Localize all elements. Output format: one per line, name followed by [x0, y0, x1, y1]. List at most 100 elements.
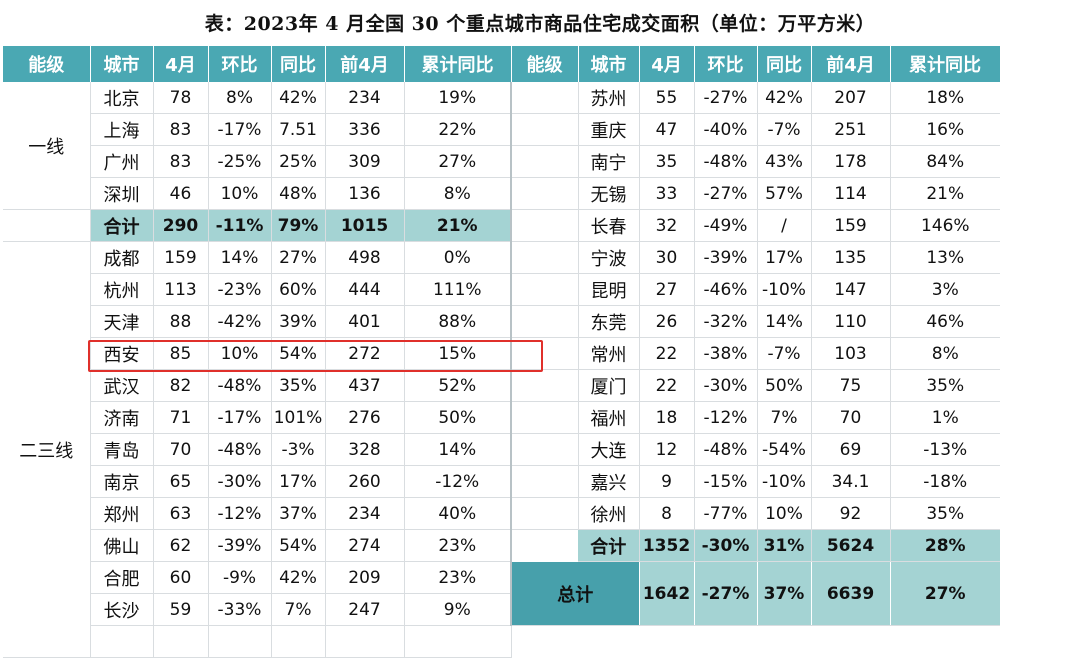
cell-yoy: 7%	[757, 401, 812, 434]
cell-yoy: 14%	[757, 305, 812, 338]
cell-first4: 114	[811, 177, 891, 210]
cell-city: 无锡	[578, 177, 640, 210]
cell-first4: 147	[811, 273, 891, 306]
cell-yoy: 101%	[271, 401, 326, 434]
cell-april: 9	[639, 465, 695, 498]
cell-first4: 272	[325, 337, 405, 370]
table-row: 合肥 60 -9% 42% 209 23% 总计 1642 -27% 37% 6639 27%	[3, 561, 1000, 626]
sum-first4: 5624	[811, 529, 891, 562]
cell-city: 西安	[90, 337, 154, 370]
cell-april: 113	[153, 273, 209, 306]
table-row: 广州 83 -25% 25% 309 27% 南宁 35 -48% 43% 178 84%	[3, 145, 1000, 178]
cell-april: 26	[639, 305, 695, 338]
sum-april: 290	[153, 209, 209, 242]
cell-cum-yoy: 50%	[404, 401, 512, 434]
cell-mom: -48%	[208, 433, 272, 466]
cell-first4: 260	[325, 465, 405, 498]
cell-first4: 309	[325, 145, 405, 178]
header-tier: 能级	[511, 46, 579, 82]
sum-first4: 1015	[325, 209, 405, 242]
header-first4: 前4月	[811, 46, 891, 82]
cell-city: 天津	[90, 305, 154, 338]
sum-april: 1352	[639, 529, 695, 562]
cell-mom: -27%	[694, 177, 758, 210]
header-row: 能级 城市 4月 环比 同比 前4月 累计同比 能级 城市 4月 环比 同比 前…	[3, 46, 1001, 82]
header-mom: 环比	[694, 46, 758, 82]
total-mom: -27%	[693, 561, 757, 626]
table-row: 杭州 113 -23% 60% 444 111% 昆明 27 -46% -10% 147 3%	[3, 273, 1000, 306]
tier-blank	[510, 401, 579, 434]
cell-april: 22	[639, 369, 695, 402]
cell-april: 35	[639, 145, 695, 178]
cell-mom: -77%	[694, 497, 758, 530]
cell-city: 深圳	[90, 177, 154, 210]
cell-april: 32	[639, 209, 695, 242]
cell-april: 88	[153, 305, 209, 338]
cell-first4: 444	[325, 273, 405, 306]
cell-first4: 34.1	[811, 465, 891, 498]
tier-label: 二三线	[3, 241, 91, 658]
cell-april: 18	[639, 401, 695, 434]
tier-blank	[510, 305, 579, 338]
cell-april: 22	[639, 337, 695, 370]
cell-mom: 10%	[208, 177, 272, 210]
cell-first4: 437	[325, 369, 405, 402]
cell-first4: 75	[811, 369, 891, 402]
tier-blank	[510, 465, 579, 498]
total-cum-yoy: 27%	[889, 561, 1000, 626]
cell-yoy: 35%	[271, 369, 326, 402]
cell-cum-yoy: 1%	[890, 401, 1000, 434]
tier-blank	[510, 273, 579, 306]
table-row: 西安 85 10% 54% 272 15% 常州 22 -38% -7% 103 8%	[3, 337, 1000, 370]
tier-blank	[510, 209, 579, 242]
header-april: 4月	[639, 46, 695, 82]
cell-cum-yoy: 40%	[404, 497, 512, 530]
cell-first4: 69	[811, 433, 891, 466]
cell-yoy: -7%	[757, 113, 812, 146]
cell-april: 8	[639, 497, 695, 530]
cell-city: 宁波	[578, 241, 640, 274]
table-row: 郑州 63 -12% 37% 234 40% 徐州 8 -77% 10% 92 35%	[3, 497, 1000, 530]
table-row: 深圳 46 10% 48% 136 8% 无锡 33 -27% 57% 114 21%	[3, 177, 1000, 210]
cell-mom: 10%	[208, 337, 272, 370]
cell-city: 大连	[578, 433, 640, 466]
cell-first4	[325, 625, 405, 658]
cell-april: 65	[153, 465, 209, 498]
cell-cum-yoy: 23%	[404, 529, 512, 562]
table-row: 一线 北京 78 8% 42% 234 19% 苏州 55 -27% 42% 207 18%	[3, 82, 1000, 210]
cell-mom: -12%	[694, 401, 758, 434]
cell-city: 南宁	[578, 145, 640, 178]
cell-yoy: 25%	[271, 145, 326, 178]
cell-cum-yoy: 8%	[890, 337, 1000, 370]
cell-city: 昆明	[578, 273, 640, 306]
cell-first4: 276	[325, 401, 405, 434]
cell-city: 重庆	[578, 113, 640, 146]
cell-april: 85	[153, 337, 209, 370]
cell-april: 71	[153, 401, 209, 434]
cell-april: 83	[153, 145, 209, 178]
cell-yoy: 10%	[757, 497, 812, 530]
total-first4: 6639	[810, 561, 890, 626]
sum-mom: -11%	[208, 209, 272, 242]
cell-city: 厦门	[578, 369, 640, 402]
cell-april: 12	[639, 433, 695, 466]
cell-mom: -32%	[694, 305, 758, 338]
cell-yoy: -10%	[757, 465, 812, 498]
cell-mom: -48%	[208, 369, 272, 402]
cell-cum-yoy: 0%	[404, 241, 512, 274]
header-cum-yoy: 累计同比	[404, 46, 512, 82]
header-first4: 前4月	[325, 46, 405, 82]
sum-cum-yoy: 21%	[404, 209, 512, 242]
cell-city: 东莞	[578, 305, 640, 338]
cell-first4: 92	[811, 497, 891, 530]
tier-blank	[510, 337, 579, 370]
tier-blank	[510, 369, 579, 402]
cell-yoy: 54%	[271, 337, 326, 370]
cell-first4: 159	[811, 209, 891, 242]
cell-first4: 498	[325, 241, 405, 274]
cell-first4: 135	[811, 241, 891, 274]
cell-city: 武汉	[90, 369, 154, 402]
cell-yoy: 54%	[271, 529, 326, 562]
cell-first4: 274	[325, 529, 405, 562]
total-label: 总计	[510, 561, 639, 626]
